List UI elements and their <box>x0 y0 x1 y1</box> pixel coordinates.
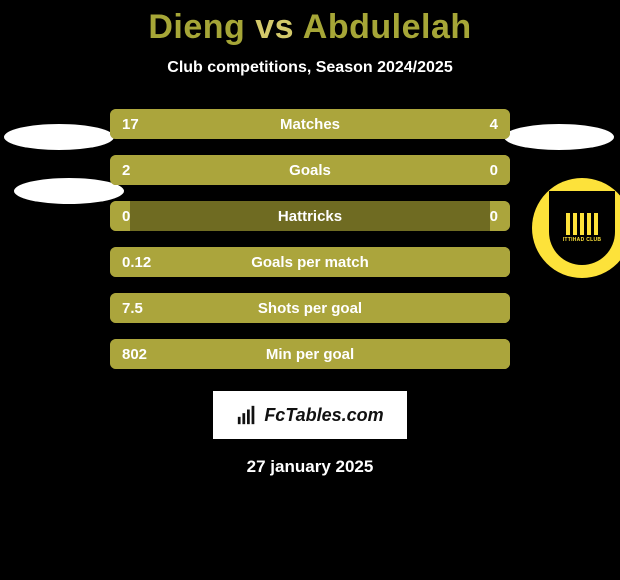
stat-label: Hattricks <box>278 208 342 225</box>
stat-bar-right <box>490 293 510 323</box>
player1-photo-placeholder <box>4 124 114 150</box>
header: Dieng vs Abdulelah Club competitions, Se… <box>0 0 620 77</box>
stat-bar-right <box>434 109 510 139</box>
stat-value-left: 7.5 <box>122 300 143 317</box>
stat-row: 7.5 Shots per goal <box>110 293 510 323</box>
stat-bar-left <box>110 109 434 139</box>
subtitle: Club competitions, Season 2024/2025 <box>0 59 620 77</box>
infographic-date: 27 january 2025 <box>0 457 620 477</box>
stat-value-right: 4 <box>490 116 498 133</box>
stat-row: 0 Hattricks 0 <box>110 201 510 231</box>
stat-label: Goals <box>289 162 331 179</box>
stat-value-left: 2 <box>122 162 130 179</box>
club-badge-text: ITTIHAD CLUB <box>563 237 602 243</box>
stat-value-left: 0 <box>122 208 130 225</box>
stat-row: 2 Goals 0 <box>110 155 510 185</box>
branding-badge: FcTables.com <box>213 391 407 439</box>
stat-label: Matches <box>280 116 340 133</box>
stat-row: 802 Min per goal <box>110 339 510 369</box>
stat-value-left: 0.12 <box>122 254 151 271</box>
stats-container: 17 Matches 4 2 Goals 0 0 Hattricks 0 0.12 Goals pe… <box>0 109 620 369</box>
branding-text: FcTables.com <box>264 405 383 426</box>
title-player1: Dieng <box>148 8 245 46</box>
stat-value-right: 0 <box>490 208 498 225</box>
player2-photo-placeholder <box>504 124 614 150</box>
stat-value-right: 0 <box>490 162 498 179</box>
stat-label: Min per goal <box>266 346 354 363</box>
comparison-title: Dieng vs Abdulelah <box>0 8 620 47</box>
stat-value-left: 802 <box>122 346 147 363</box>
stat-label: Goals per match <box>251 254 369 271</box>
title-player2: Abdulelah <box>303 8 472 46</box>
title-vs: vs <box>255 8 294 46</box>
stat-label: Shots per goal <box>258 300 362 317</box>
stat-row: 0.12 Goals per match <box>110 247 510 277</box>
stat-row: 17 Matches 4 <box>110 109 510 139</box>
stat-bar-right <box>490 339 510 369</box>
chart-icon <box>236 404 258 426</box>
player1-club-placeholder <box>14 178 124 204</box>
stat-value-left: 17 <box>122 116 139 133</box>
stat-bar-right <box>490 247 510 277</box>
